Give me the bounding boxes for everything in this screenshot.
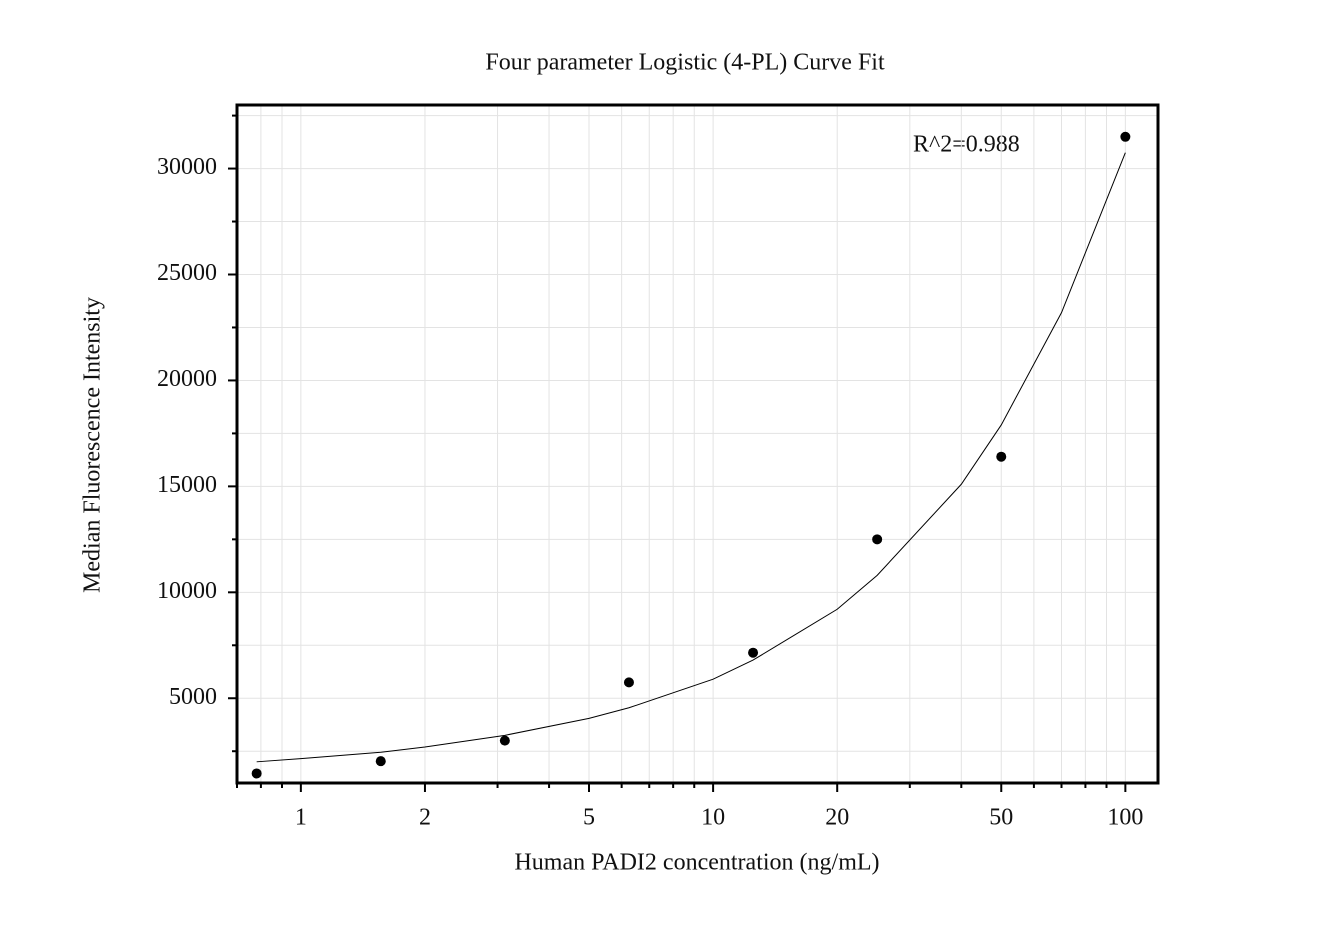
x-tick-label: 20	[825, 805, 849, 831]
data-point	[872, 534, 883, 545]
x-tick-label: 5	[583, 805, 595, 831]
y-tick-label: 15000	[157, 472, 217, 498]
data-point	[1120, 131, 1131, 142]
chart-title: Four parameter Logistic (4-PL) Curve Fit	[485, 50, 885, 76]
data-point	[499, 735, 510, 746]
y-tick-label: 5000	[169, 684, 217, 710]
data-point	[748, 647, 759, 658]
x-tick-label: 100	[1107, 805, 1143, 831]
data-point	[251, 768, 262, 779]
data-point	[623, 677, 634, 688]
plot-frame	[235, 103, 1160, 785]
x-axis-label: Human PADI2 concentration (ng/mL)	[514, 850, 879, 876]
x-tick-label: 50	[989, 805, 1013, 831]
data-point	[375, 756, 386, 767]
y-tick-label: 30000	[157, 154, 217, 180]
y-tick-label: 10000	[157, 578, 217, 604]
y-tick-label: 20000	[157, 366, 217, 392]
x-tick-label: 2	[419, 805, 431, 831]
y-tick-label: 25000	[157, 260, 217, 286]
x-tick-label: 10	[701, 805, 725, 831]
x-tick-label: 1	[295, 805, 307, 831]
annotation: R^2=0.988	[913, 132, 1020, 158]
fit-curve	[256, 152, 1126, 763]
y-axis-label: Median Fluorescence Intensity	[80, 297, 106, 593]
data-point	[996, 451, 1007, 462]
